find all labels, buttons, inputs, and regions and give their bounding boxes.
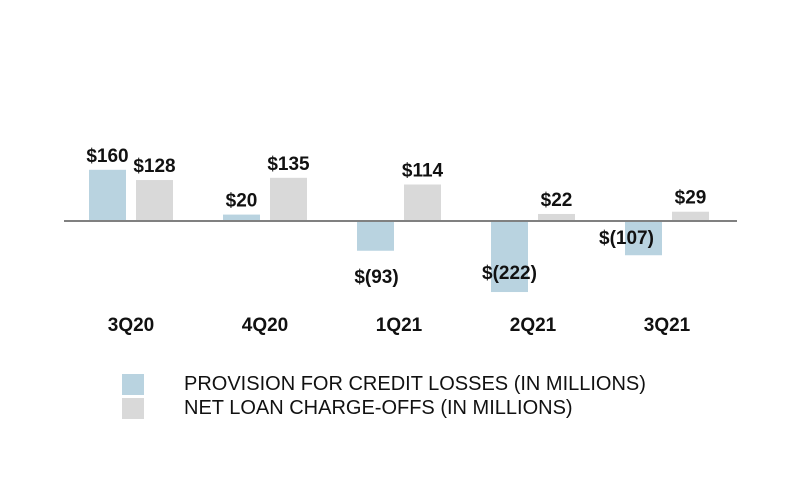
data-label-charge-offs-1q21: $114 — [402, 161, 444, 182]
category-label-3q21: 3Q21 — [644, 315, 691, 336]
legend-item-provision: PROVISION FOR CREDIT LOSSES (IN MILLIONS… — [122, 372, 646, 396]
legend: PROVISION FOR CREDIT LOSSES (IN MILLIONS… — [122, 372, 646, 420]
data-label-provision-3q21: $(107) — [599, 228, 654, 249]
bar-charge-offs-4q20 — [270, 177, 307, 221]
bar-provision-3q21 — [625, 221, 662, 256]
data-label-charge-offs-4q20: $135 — [267, 154, 310, 175]
data-label-provision-4q20: $20 — [226, 191, 258, 212]
category-labels-group: 3Q20 4Q20 1Q21 2Q21 3Q21 — [108, 315, 691, 336]
bar-charge-offs-3q21 — [672, 211, 709, 221]
bars-group — [89, 169, 709, 293]
data-label-charge-offs-3q20: $128 — [133, 156, 175, 177]
data-label-provision-1q21: $(93) — [354, 267, 398, 288]
bar-charge-offs-1q21 — [404, 184, 441, 221]
bar-provision-2q21 — [491, 221, 528, 293]
data-label-charge-offs-2q21: $22 — [541, 190, 573, 211]
category-label-3q20: 3Q20 — [108, 315, 154, 336]
legend-swatch-provision — [122, 373, 144, 395]
bar-provision-3q20 — [89, 169, 126, 221]
legend-label-provision: PROVISION FOR CREDIT LOSSES (IN MILLIONS… — [184, 372, 646, 395]
legend-swatch-charge-offs — [122, 397, 144, 419]
legend-label-charge-offs: NET LOAN CHARGE-OFFS (IN MILLIONS) — [184, 396, 573, 419]
data-label-provision-3q20: $160 — [86, 146, 128, 167]
category-label-4q20: 4Q20 — [242, 315, 288, 336]
category-label-1q21: 1Q21 — [376, 315, 423, 336]
data-label-charge-offs-3q21: $29 — [675, 188, 707, 209]
legend-item-charge-offs: NET LOAN CHARGE-OFFS (IN MILLIONS) — [122, 396, 646, 420]
bar-charge-offs-3q20 — [136, 180, 173, 221]
data-label-provision-2q21: $(222) — [482, 263, 537, 284]
bar-charge-offs-2q21 — [538, 213, 575, 221]
category-label-2q21: 2Q21 — [510, 315, 557, 336]
bar-provision-4q20 — [223, 214, 260, 221]
data-labels-group: $160 $128 $20 $135 $(93) $114 $(222) $22 $(107) $… — [86, 146, 706, 288]
bar-provision-1q21 — [357, 221, 394, 251]
